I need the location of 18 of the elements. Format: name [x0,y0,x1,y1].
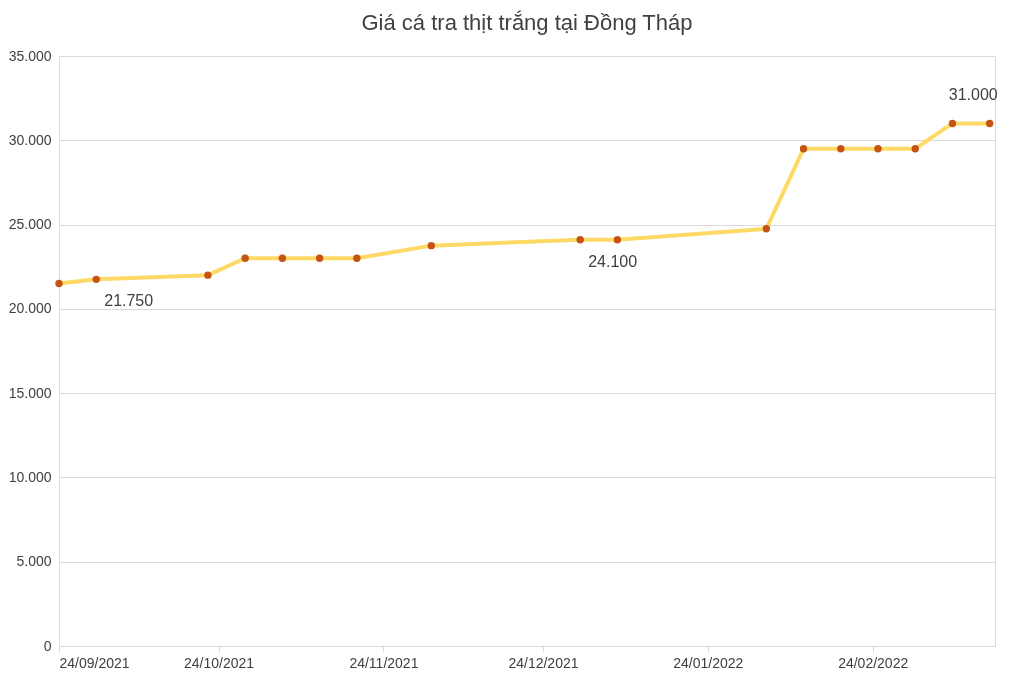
y-tick-label: 35.000 [8,47,52,64]
x-tick-label: 24/12/2021 [508,654,579,671]
x-tick-label: 24/09/2021 [59,654,130,671]
annotation: 31.000 [948,86,998,104]
annotation: 21.750 [104,292,154,310]
y-tick-label: 30.000 [8,131,52,148]
x-tick-label: 24/02/2022 [838,654,909,671]
chart-title: Giá cá tra thịt trắng tại Đồng Tháp [361,10,693,35]
y-tick-label: 5.000 [16,553,52,570]
y-tick-label: 0 [43,637,52,654]
y-tick-label: 20.000 [8,300,52,317]
annotation: 24.100 [588,252,638,270]
y-tick-label: 25.000 [8,216,52,233]
y-tick-label: 15.000 [8,384,52,401]
y-tick-label: 10.000 [8,468,52,485]
x-tick-label: 24/01/2022 [673,654,744,671]
x-tick-label: 24/10/2021 [184,654,255,671]
x-tick-label: 24/11/2021 [349,654,419,671]
